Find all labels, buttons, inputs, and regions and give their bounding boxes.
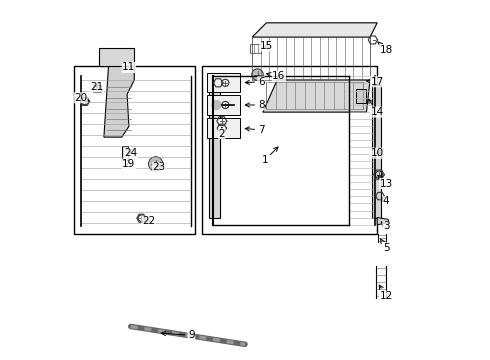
Circle shape — [150, 158, 161, 170]
Bar — [74, 66, 195, 234]
Text: 15: 15 — [260, 41, 273, 51]
Text: 22: 22 — [142, 216, 155, 226]
Bar — [202, 66, 377, 234]
Text: 21: 21 — [90, 82, 103, 92]
Text: 9: 9 — [161, 330, 195, 341]
Circle shape — [253, 70, 262, 79]
Text: 1: 1 — [261, 147, 278, 165]
Text: 19: 19 — [122, 159, 136, 169]
Bar — [372, 85, 381, 217]
Polygon shape — [263, 80, 370, 112]
Circle shape — [212, 100, 221, 110]
Text: 16: 16 — [267, 71, 286, 81]
Bar — [252, 37, 370, 80]
Text: 7: 7 — [245, 125, 265, 135]
Polygon shape — [377, 217, 390, 225]
Bar — [356, 89, 367, 103]
Text: 10: 10 — [370, 148, 384, 158]
Text: 14: 14 — [368, 99, 384, 117]
Bar — [250, 44, 261, 53]
Bar — [209, 85, 220, 217]
Text: 11: 11 — [122, 63, 136, 72]
Bar — [93, 85, 101, 93]
Text: 17: 17 — [367, 77, 384, 87]
Text: 6: 6 — [245, 77, 265, 87]
Bar — [122, 146, 128, 160]
Bar — [207, 95, 240, 114]
Text: 24: 24 — [124, 148, 137, 158]
Polygon shape — [98, 48, 134, 66]
Bar — [207, 73, 240, 93]
Bar — [267, 82, 363, 109]
Text: 8: 8 — [245, 100, 265, 110]
Text: 5: 5 — [381, 239, 390, 253]
Text: 12: 12 — [379, 285, 392, 301]
Bar — [207, 118, 240, 138]
Polygon shape — [252, 23, 377, 37]
Text: 3: 3 — [382, 221, 390, 231]
Text: 20: 20 — [74, 93, 89, 103]
Text: 23: 23 — [153, 162, 166, 172]
Text: 2: 2 — [219, 127, 225, 139]
Text: 13: 13 — [378, 175, 392, 189]
Polygon shape — [104, 55, 134, 137]
Text: 4: 4 — [382, 197, 390, 206]
Text: 18: 18 — [378, 42, 392, 55]
